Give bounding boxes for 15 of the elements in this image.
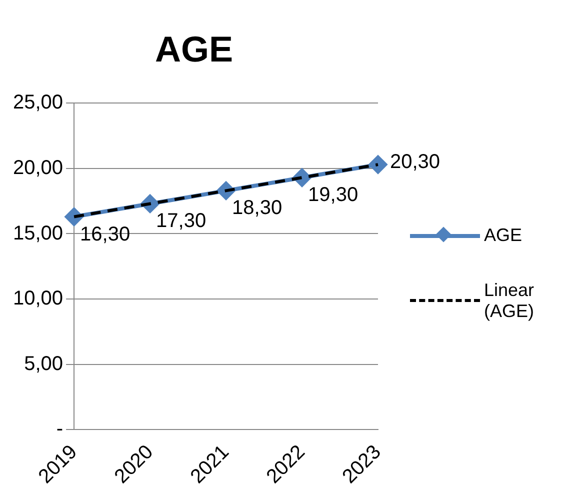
legend-label: AGE [484,225,522,246]
data-label: 17,30 [156,210,206,232]
y-tick-label: 10,00 [12,288,64,310]
y-tick-label: 25,00 [12,92,64,114]
legend-label: Linear (AGE) [484,280,536,322]
y-tick-label: - [56,418,64,440]
y-tick-label: 20,00 [12,156,64,179]
point [369,156,387,174]
data-label: 18,30 [232,197,282,220]
y-tick-label: 5,00 [24,352,64,375]
y-tick-label: 15,00 [12,222,64,244]
chart-title: AGE [154,28,234,70]
data-label: 19,30 [308,184,358,206]
data-label: 20,30 [390,151,440,174]
data-label: 16,30 [80,223,130,246]
